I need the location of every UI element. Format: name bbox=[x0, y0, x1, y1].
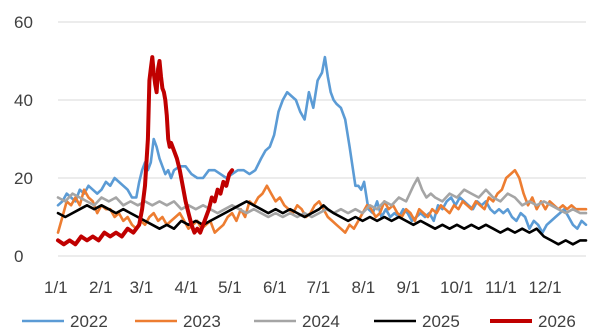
x-tick-label: 6/1 bbox=[263, 278, 287, 297]
x-tick-label: 8/1 bbox=[352, 278, 376, 297]
legend: 2022 2023 2024 2025 2026 bbox=[22, 312, 576, 331]
y-tick-label: 40 bbox=[14, 91, 33, 110]
x-tick-label: 3/1 bbox=[130, 278, 154, 297]
y-axis: 0 20 40 60 bbox=[14, 13, 33, 266]
x-tick-label: 4/1 bbox=[175, 278, 199, 297]
x-tick-label: 1/1 bbox=[44, 278, 68, 297]
legend-label-2024: 2024 bbox=[302, 312, 340, 331]
x-axis: 1/1 2/1 3/1 4/1 5/1 6/1 7/1 8/1 9/1 10/1 11/1 12/1 bbox=[44, 278, 562, 297]
series-line-2022 bbox=[56, 55, 588, 234]
legend-label-2026: 2026 bbox=[538, 312, 576, 331]
x-tick-label: 11/1 bbox=[485, 278, 517, 297]
y-tick-label: 60 bbox=[14, 13, 33, 32]
x-tick-label: 7/1 bbox=[307, 278, 331, 297]
legend-label-2022: 2022 bbox=[70, 312, 108, 331]
legend-label-2023: 2023 bbox=[183, 312, 221, 331]
y-tick-label: 20 bbox=[14, 169, 33, 188]
x-tick-label: 10/1 bbox=[440, 278, 473, 297]
series-line-2026 bbox=[56, 55, 235, 247]
series-lines bbox=[56, 55, 588, 247]
y-tick-label: 0 bbox=[14, 247, 23, 266]
series-line-2025 bbox=[56, 200, 588, 246]
x-tick-label: 2/1 bbox=[89, 278, 113, 297]
x-tick-label: 5/1 bbox=[218, 278, 242, 297]
series-line-2023 bbox=[56, 168, 588, 234]
x-tick-label: 9/1 bbox=[396, 278, 420, 297]
legend-label-2025: 2025 bbox=[422, 312, 460, 331]
x-tick-label: 12/1 bbox=[528, 278, 561, 297]
gridlines bbox=[58, 21, 586, 257]
